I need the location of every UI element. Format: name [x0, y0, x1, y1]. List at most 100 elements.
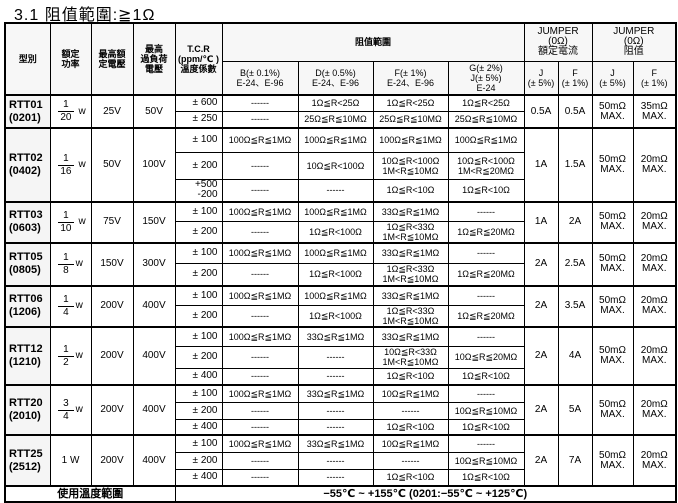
header-jc-f: F (± 1%) — [557, 60, 593, 96]
power-denominator: 8 — [63, 264, 69, 276]
power-denominator: 10 — [60, 222, 72, 234]
tcr-value: ± 400 — [174, 418, 223, 436]
jumper-current-j: 2A — [523, 384, 559, 436]
tcr-value: ± 100 — [174, 434, 223, 453]
range-f: 1Ω≦R<33Ω 1M<R≦10MΩ — [372, 263, 449, 286]
range-g: 100Ω≦R≦1MΩ — [447, 127, 525, 153]
tcr-value: ± 200 — [174, 401, 223, 420]
table-row: RTT01 (0201) 1 20 w 25V 50V ± 600 ------ 1Ω≦R<25… — [4, 94, 677, 129]
power-rating: 1 20 w — [49, 94, 92, 129]
jumper-current-j: 1A — [523, 127, 559, 203]
jumper-current-j: 2A — [523, 284, 559, 328]
range-d: ------ — [297, 401, 374, 420]
range-g: 1Ω≦R≦20MΩ — [447, 220, 525, 243]
range-b: ------ — [221, 345, 299, 369]
tcr-value: ± 400 — [174, 367, 223, 386]
range-g: ------ — [447, 326, 525, 347]
overload-voltage: 400V — [132, 434, 176, 487]
tcr-value: ± 200 — [174, 305, 223, 328]
range-f: 33Ω≦R≦1MΩ — [372, 201, 449, 222]
range-f: 1Ω≦R<10Ω — [372, 178, 449, 203]
jumper-resistance-f: 20mΩ MAX. — [632, 284, 677, 328]
table-row: ± 250 ------ 25Ω≦R≦10MΩ 25Ω≦R≦10MΩ 25Ω≦R≦10M… — [5, 110, 676, 129]
tcr-value: ± 100 — [174, 127, 223, 153]
range-f: 1Ω≦R<10Ω — [372, 418, 449, 436]
range-g: 1Ω≦R≦20MΩ — [447, 263, 525, 286]
header-jr-j: J (± 5%) — [591, 60, 634, 96]
table-row: RTT03 (0603) 1 10 w 75V 150V ± 100 100Ω≦R≦1MΩ 10… — [4, 201, 677, 243]
header-tcr: T.C.R (ppm/℃ ) 溫度係數 — [174, 22, 223, 96]
tcr-value: ± 100 — [174, 384, 223, 403]
range-b: ------ — [221, 263, 299, 286]
range-d: 1Ω≦R<25Ω — [297, 94, 374, 112]
table-row: ± 200 ------ ------ ------ 10Ω≦R≦10MΩ — [5, 401, 676, 420]
header-jc-j: J (± 5%) — [523, 60, 559, 96]
range-f: 10Ω≦R≦1MΩ — [372, 434, 449, 453]
range-d: ------ — [297, 367, 374, 386]
range-d: 1Ω≦R<100Ω — [297, 263, 374, 286]
range-f: ------ — [372, 451, 449, 470]
power-rating: 1 10 w — [49, 201, 92, 243]
range-d: 33Ω≦R≦1MΩ — [297, 326, 374, 347]
table-row: RTT20 (2010) 3 4 w 200V 400V ± 100 100Ω≦R≦1MΩ 33… — [4, 384, 677, 436]
power-denominator: 4 — [63, 410, 69, 422]
header-power: 額定 功率 — [49, 22, 92, 96]
tcr-value: ± 250 — [174, 110, 223, 129]
range-d: ------ — [297, 451, 374, 470]
range-b: ------ — [221, 110, 299, 129]
range-d: 10Ω≦R<100Ω — [297, 151, 374, 180]
tcr-value: ± 200 — [174, 451, 223, 470]
jumper-current-f: 0.5A — [557, 94, 593, 129]
jumper-current-f: 7A — [557, 434, 593, 487]
overload-voltage: 400V — [132, 284, 176, 328]
jumper-current-j: 0.5A — [523, 94, 559, 129]
model-name: RTT05 (0805) — [4, 241, 51, 286]
overload-voltage: 50V — [132, 94, 176, 129]
range-g: 1Ω≦R<25Ω — [447, 94, 525, 112]
header-rated-voltage: 最高額 定電壓 — [90, 22, 134, 96]
range-b: ------ — [221, 468, 299, 487]
power-unit: w — [78, 105, 86, 117]
table-row: RTT02 (0402) 1 16 w 50V 100V ± 100 100Ω≦R≦1MΩ 10… — [4, 127, 677, 203]
range-b: ------ — [221, 367, 299, 386]
model-name: RTT25 (2512) — [4, 434, 51, 487]
jumper-resistance-j: 50mΩ MAX. — [591, 326, 634, 386]
range-b: ------ — [221, 305, 299, 328]
range-g: 1Ω≦R<10Ω — [447, 178, 525, 203]
model-name: RTT06 (1206) — [4, 284, 51, 328]
model-name: RTT03 (0603) — [4, 201, 51, 243]
range-b: ------ — [221, 178, 299, 203]
jumper-resistance-f: 20mΩ MAX. — [632, 241, 677, 286]
rated-voltage: 200V — [90, 326, 134, 386]
jumper-current-f: 3.5A — [557, 284, 593, 328]
range-f: 25Ω≦R≦10MΩ — [372, 110, 449, 129]
power-denominator: 20 — [60, 112, 72, 123]
range-d: 1Ω≦R<100Ω — [297, 305, 374, 328]
range-d: ------ — [297, 418, 374, 436]
range-d: 100Ω≦R≦1MΩ — [297, 284, 374, 306]
jumper-resistance-f: 20mΩ MAX. — [632, 326, 677, 386]
range-b: 100Ω≦R≦1MΩ — [221, 127, 299, 153]
jumper-current-j: 2A — [523, 241, 559, 286]
range-f: 1Ω≦R<25Ω — [372, 94, 449, 112]
range-f: 100Ω≦R≦1MΩ — [372, 127, 449, 153]
power-numerator: 1 — [58, 210, 74, 223]
jumper-current-j: 1A — [523, 201, 559, 243]
jumper-resistance-f: 35mΩ MAX. — [632, 94, 677, 129]
power-unit: w — [75, 258, 83, 269]
tcr-value: ± 200 — [174, 345, 223, 369]
jumper-resistance-f: 20mΩ MAX. — [632, 201, 677, 243]
range-b: 100Ω≦R≦1MΩ — [221, 384, 299, 403]
range-b: 100Ω≦R≦1MΩ — [221, 434, 299, 453]
overload-voltage: 400V — [132, 384, 176, 436]
jumper-resistance-j: 50mΩ MAX. — [591, 284, 634, 328]
power-rating: 1 16 w — [49, 127, 92, 203]
range-g: 10Ω≦R≦10MΩ — [447, 401, 525, 420]
table-row: RTT05 (0805) 1 8 w 150V 300V ± 100 100Ω≦R≦1MΩ 10… — [4, 241, 677, 286]
range-d: ------ — [297, 178, 374, 203]
model-name: RTT01 (0201) — [4, 94, 51, 129]
rated-voltage: 200V — [90, 284, 134, 328]
